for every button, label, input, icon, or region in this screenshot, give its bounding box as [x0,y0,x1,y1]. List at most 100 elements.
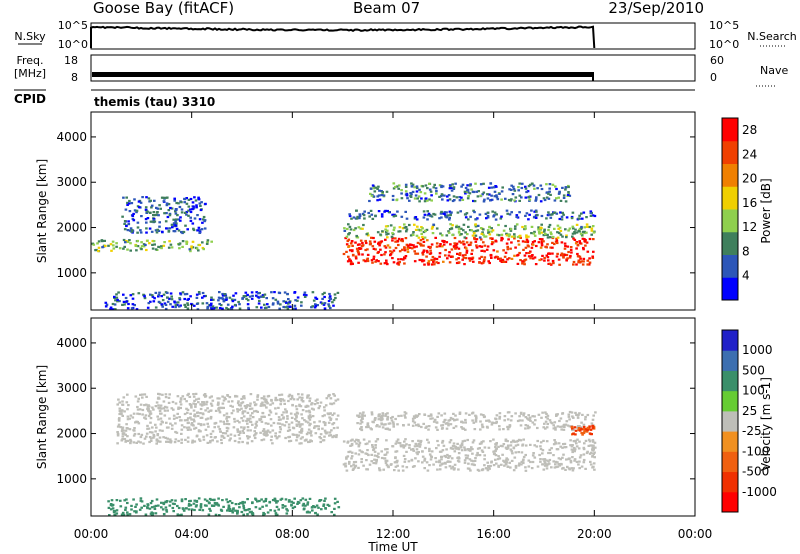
range-gate-cell [323,409,326,412]
range-gate-cell [345,235,349,238]
range-gate-cell [198,229,202,232]
range-gate-cell [129,440,133,443]
range-gate-cell [203,498,207,501]
range-gate-cell [426,239,429,242]
range-gate-cell [503,255,507,258]
range-gate-cell [560,253,564,256]
range-gate-cell [478,447,481,450]
range-gate-cell [402,454,406,457]
range-gate-cell [222,420,225,423]
range-gate-cell [437,444,440,447]
range-gate-cell [579,427,583,430]
range-gate-cell [488,261,491,265]
range-gate-cell [394,237,397,240]
range-gate-cell [441,426,444,430]
range-gate-cell [361,212,365,215]
range-gate-cell [176,301,180,304]
range-gate-cell [388,246,392,249]
range-gate-cell [430,243,434,246]
range-gate-cell [286,417,289,420]
range-gate-cell [171,226,174,229]
range-gate-cell [427,425,431,428]
range-gate-cell [329,434,332,437]
range-gate-cell [361,241,364,245]
range-gate-cell [505,459,508,462]
range-gate-cell [306,431,310,434]
range-gate-cell [588,225,592,229]
range-gate-cell [332,304,335,307]
range-gate-cell [332,298,336,302]
range-gate-cell [493,211,497,214]
range-gate-cell [141,413,144,416]
range-gate-cell [126,435,129,438]
range-gate-cell [367,453,370,457]
range-gate-cell [414,457,417,460]
range-gate-cell [216,440,219,443]
range-gate-cell [145,248,148,252]
range-gate-cell [495,185,498,188]
range-gate-cell [299,424,302,427]
range-gate-cell [498,457,502,460]
range-gate-cell [570,467,574,470]
range-gate-cell [167,203,171,206]
range-gate-cell [483,258,486,261]
range-gate-cell [588,440,592,443]
range-gate-cell [402,446,406,449]
range-gate-cell [372,195,376,198]
range-gate-cell [396,438,400,441]
range-gate-cell [551,213,554,216]
range-gate-cell [350,457,353,460]
range-gate-cell [263,398,266,401]
range-gate-cell [527,414,530,417]
range-gate-cell [191,424,194,427]
range-gate-cell [562,256,565,259]
range-gate-cell [488,193,491,196]
range-gate-cell [311,509,314,512]
range-gate-cell [263,293,267,296]
velocity-colorbar-tick-label: -500 [742,465,769,479]
range-gate-cell [349,263,353,266]
range-gate-cell [377,250,380,254]
range-gate-cell [358,415,361,418]
range-gate-cell [199,506,203,509]
range-gate-cell [467,195,470,198]
range-gate-cell [383,253,386,256]
range-gate-cell [471,452,474,455]
range-gate-cell [140,245,144,248]
range-gate-cell [559,458,562,461]
range-gate-cell [558,226,562,229]
range-gate-cell [145,227,148,230]
range-gate-cell [475,190,478,193]
range-gate-cell [352,216,356,219]
range-gate-cell [149,199,152,202]
range-gate-cell [463,236,467,239]
range-gate-cell [180,201,183,204]
range-gate-cell [295,424,299,427]
range-gate-cell [227,416,231,419]
freq-trace [92,72,593,77]
range-gate-cell [528,183,532,186]
range-gate-cell [442,243,446,246]
range-gate-cell [230,400,234,403]
range-gate-cell [205,403,208,406]
range-gate-cell [165,510,169,513]
range-gate-cell [545,254,549,257]
range-gate-cell [287,298,290,301]
velocity-colorbar-tick-label: 100 [742,384,765,398]
range-gate-cell [483,446,487,449]
range-gate-cell [323,423,327,427]
range-gate-cell [277,406,280,409]
range-gate-cell [317,407,321,410]
range-gate-cell [188,248,192,251]
range-gate-cell [292,307,296,310]
range-gate-cell [189,412,192,415]
range-gate-cell [578,240,581,243]
range-gate-cell [380,450,383,453]
range-gate-cell [384,427,388,430]
range-gate-cell [586,263,589,266]
range-gate-cell [330,403,334,406]
range-gate-cell [243,501,246,504]
range-gate-cell [264,497,268,501]
range-gate-cell [158,204,161,207]
